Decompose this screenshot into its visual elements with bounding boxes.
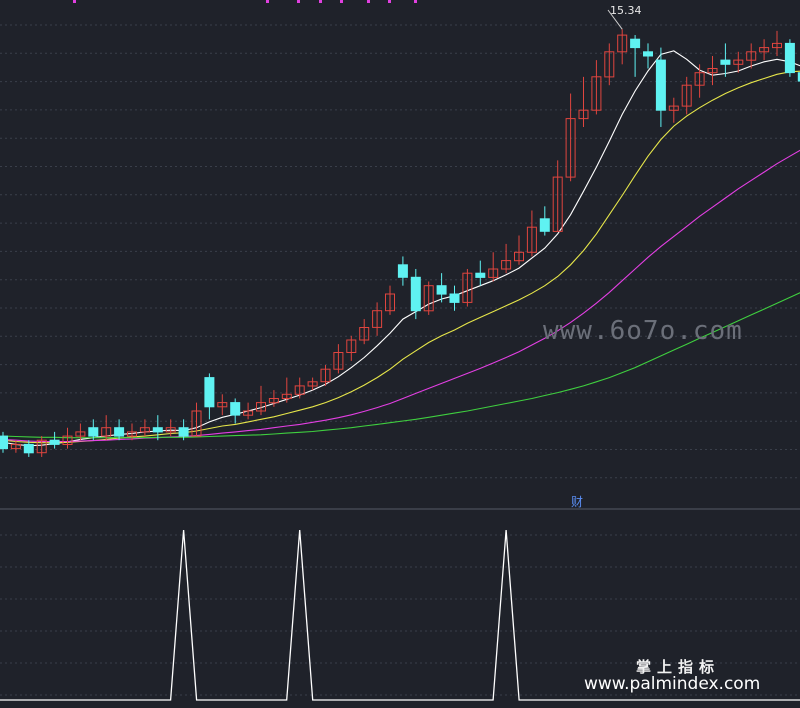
ma-line-1 [2,50,800,447]
signal-line [0,529,800,701]
candle-up [165,427,176,433]
candle-up [617,34,628,53]
top-marker-dot [266,0,269,3]
candle-up [604,51,615,78]
candle-up [217,402,228,408]
candle-up [385,293,395,312]
candle-down [410,276,421,312]
candle-down [436,285,447,295]
candle-up [62,435,73,446]
candle-down [643,51,653,57]
candle-down [230,402,241,416]
candle-up [746,51,757,61]
watermark-6o7o: www.6o7o.com [543,316,743,346]
candle-up [191,410,202,437]
candle-up [565,118,576,178]
candle-down [23,443,34,454]
candle-up [526,226,537,253]
candle-up [707,68,718,74]
candle-up [243,410,254,416]
candle-down [784,42,795,74]
candle-up [256,402,266,412]
candle-up [268,398,279,404]
candle-down [630,38,641,49]
candle-up [127,431,137,437]
watermark-palmindex-cn: 掌上指标 [636,658,721,676]
candle-up [668,105,679,111]
candle-up [694,72,705,86]
candle-down [152,427,163,433]
candle-up [359,327,370,341]
ma-line-2 [2,70,800,444]
candle-up [320,368,331,383]
candle-up [772,42,782,49]
finance-event-marker[interactable]: 财 [571,495,584,509]
candle-up [294,385,305,395]
top-marker-dot [414,0,417,3]
candle-up [591,76,602,111]
candle-up [514,251,524,262]
candle-up [423,285,434,312]
candle-down [114,427,125,437]
candle-up [462,272,473,303]
candle-up [552,176,563,232]
candle-down [397,264,408,278]
candle-down [88,427,99,437]
top-marker-dot [388,0,391,3]
candle-up [139,427,150,433]
candle-down [204,377,215,408]
candle-up [101,427,112,437]
high-price-pointer [607,9,623,30]
top-marker-dot [367,0,370,3]
candle-up [281,393,292,399]
candle-up [759,47,770,53]
candle-up [488,268,499,278]
candle-up [36,439,47,454]
candle-up [681,84,692,107]
candle-up [578,109,589,120]
candle-down [797,72,800,82]
candle-up [333,352,344,370]
candle-up [372,310,383,328]
candle-up [10,443,21,450]
candle-up [75,431,86,437]
candle-down [49,439,60,445]
ma-line-4 [2,292,800,439]
watermark-palmindex-url: www.palmindex.com [584,674,761,694]
top-marker-dot [297,0,300,3]
top-marker-dot [73,0,76,3]
top-marker-dot [340,0,343,3]
candle-down [449,293,460,303]
high-price-label: 15.34 [610,4,642,17]
candle-up [346,339,357,353]
candle-down [475,272,486,278]
candle-up [733,59,744,65]
candle-up [307,381,318,387]
candle-up [501,260,512,270]
ma-line-3 [2,149,800,443]
candle-down [0,435,8,450]
top-marker-dot [319,0,322,3]
candle-down [720,59,731,65]
candle-down [178,427,189,437]
candle-down [539,218,550,232]
candle-down [655,59,666,111]
